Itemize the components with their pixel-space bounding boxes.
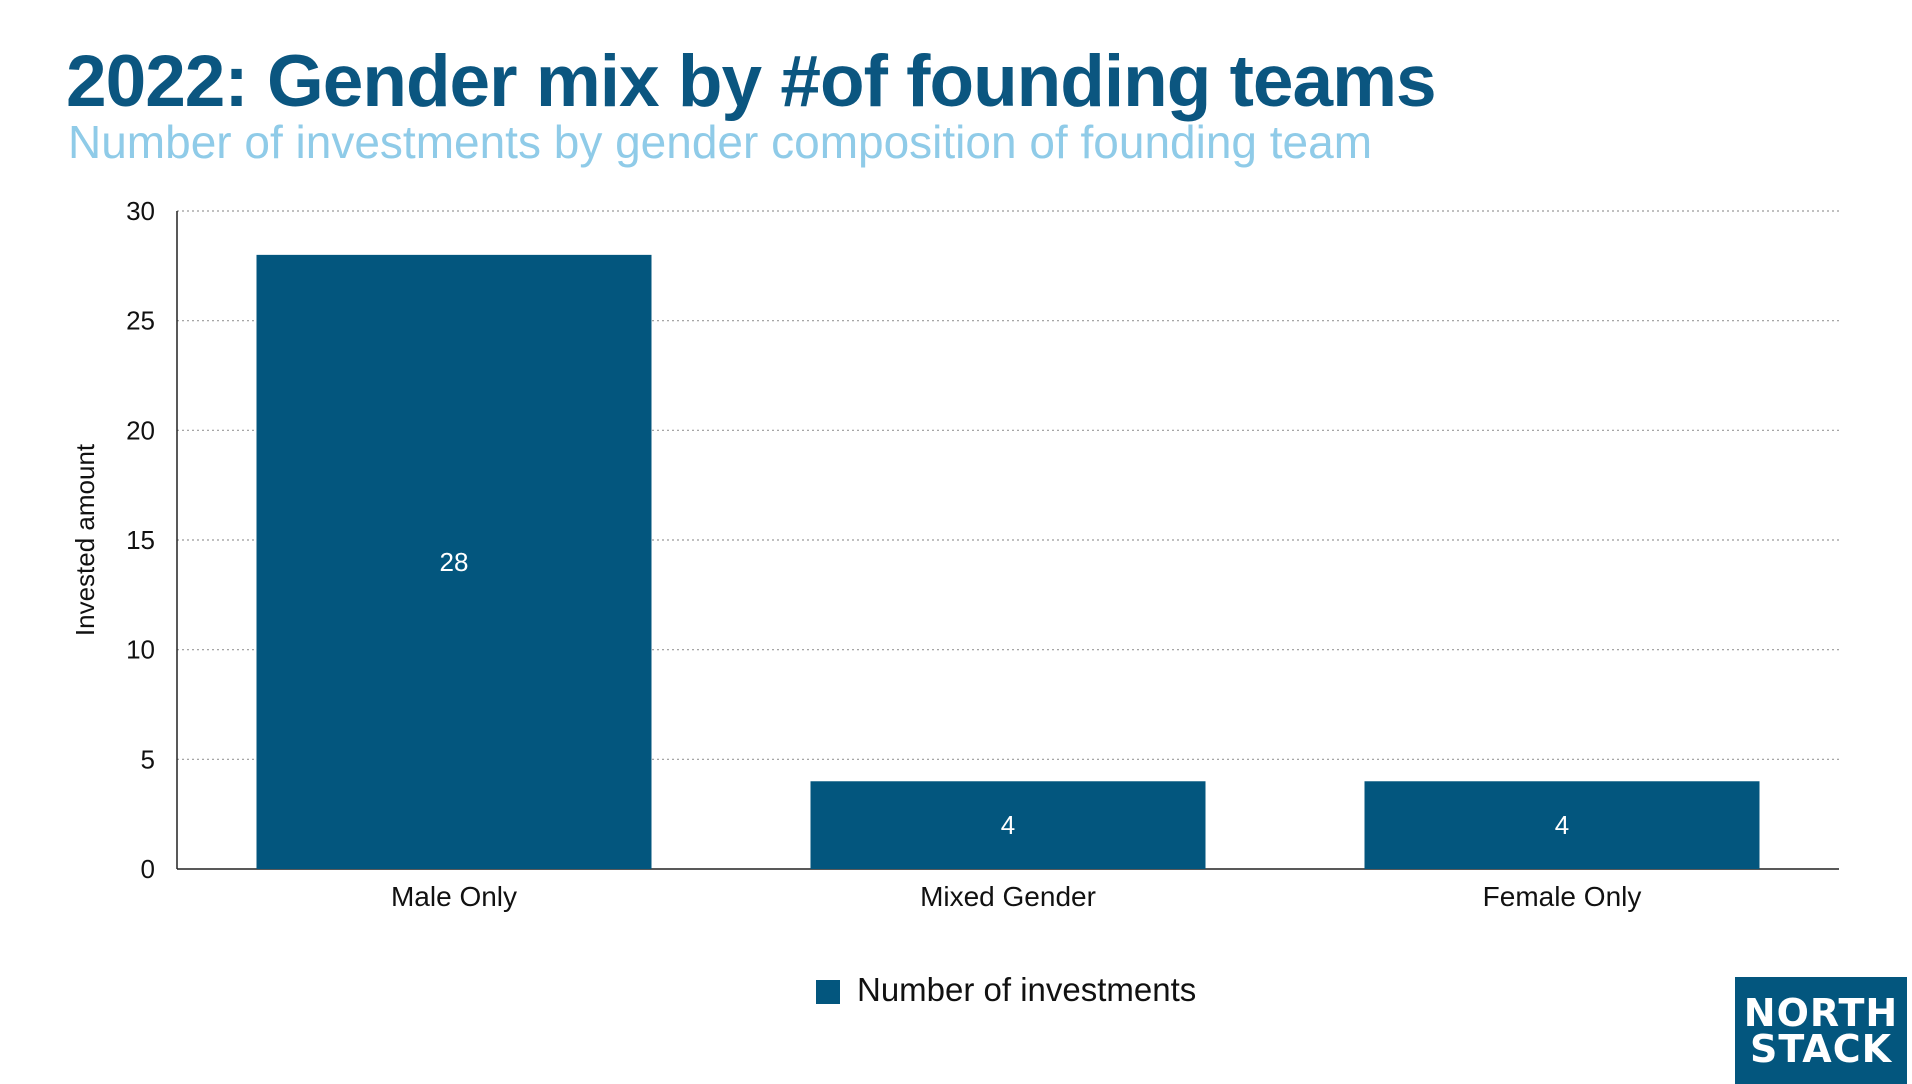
north-stack-logo: NORTH STACK [1735, 977, 1907, 1084]
legend-swatch [816, 980, 840, 1004]
y-tick-label: 20 [126, 415, 155, 445]
bar [1364, 781, 1760, 869]
bar [810, 781, 1206, 869]
chart-title: 2022: Gender mix by #of founding teams [66, 41, 1437, 122]
bar-data-label: 4 [1555, 810, 1569, 840]
y-tick-label: 5 [141, 744, 155, 774]
y-tick-label: 25 [126, 306, 155, 336]
y-axis-title: Invested amount [70, 443, 100, 636]
bar-data-label: 4 [1001, 810, 1015, 840]
y-tick-label: 15 [126, 525, 155, 555]
chart-subtitle: Number of investments by gender composit… [68, 116, 1373, 168]
x-tick-label: Male Only [391, 881, 517, 912]
logo-line-2: STACK [1749, 1026, 1893, 1071]
y-tick-label: 30 [126, 196, 155, 226]
y-tick-label: 10 [126, 635, 155, 665]
y-tick-label: 0 [141, 854, 155, 884]
bar [256, 254, 652, 869]
x-tick-label: Mixed Gender [920, 881, 1096, 912]
logo-line-1: NORTH [1743, 990, 1899, 1035]
x-tick-label: Female Only [1483, 881, 1642, 912]
bar-data-label: 28 [440, 547, 469, 577]
legend-label: Number of investments [857, 971, 1196, 1008]
